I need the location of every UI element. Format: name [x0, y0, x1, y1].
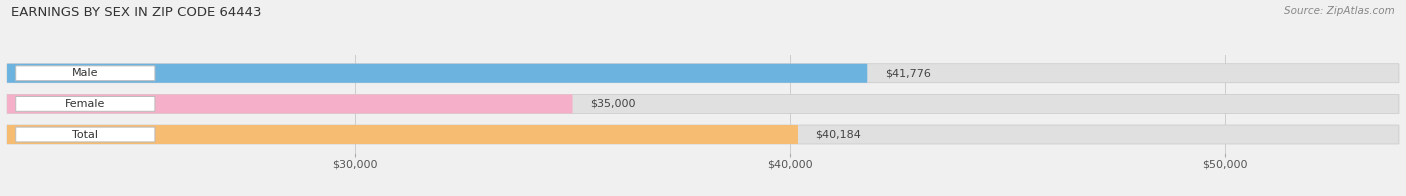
- Text: $35,000: $35,000: [591, 99, 636, 109]
- FancyBboxPatch shape: [7, 94, 572, 113]
- Text: EARNINGS BY SEX IN ZIP CODE 64443: EARNINGS BY SEX IN ZIP CODE 64443: [11, 6, 262, 19]
- FancyBboxPatch shape: [15, 66, 155, 81]
- Text: Total: Total: [72, 130, 98, 140]
- Text: Female: Female: [65, 99, 105, 109]
- FancyBboxPatch shape: [7, 64, 868, 83]
- FancyBboxPatch shape: [15, 96, 155, 111]
- FancyBboxPatch shape: [7, 94, 1399, 113]
- FancyBboxPatch shape: [15, 127, 155, 142]
- FancyBboxPatch shape: [7, 125, 1399, 144]
- Text: Source: ZipAtlas.com: Source: ZipAtlas.com: [1284, 6, 1395, 16]
- FancyBboxPatch shape: [7, 125, 799, 144]
- Text: $40,184: $40,184: [815, 130, 862, 140]
- Text: $41,776: $41,776: [884, 68, 931, 78]
- Text: Male: Male: [72, 68, 98, 78]
- FancyBboxPatch shape: [7, 64, 1399, 83]
